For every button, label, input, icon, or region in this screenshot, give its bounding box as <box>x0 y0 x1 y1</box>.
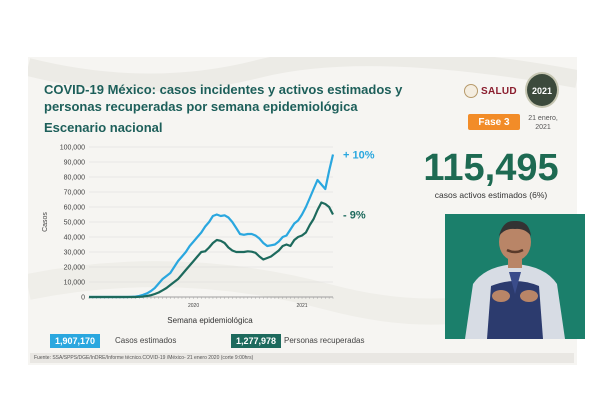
legend-recovered-label: Personas recuperadas <box>284 336 365 345</box>
slide-title: COVID-19 México: casos incidentes y acti… <box>44 82 403 114</box>
year-logo-text: 2021 <box>531 86 553 96</box>
x-axis-title: Semana epidemiológica <box>167 316 253 325</box>
series-change-labels: + 10% - 9% <box>343 150 375 222</box>
y-tick-label: 30,000 <box>64 250 86 257</box>
legend-recovered-value: 1,277,978 <box>231 334 282 348</box>
x-year-label: 2021 <box>296 303 307 309</box>
series-line-estimated <box>89 154 335 299</box>
y-tick-label: 90,000 <box>64 160 86 167</box>
y-axis-title: Casos <box>42 212 49 232</box>
year-2021-logo: 2021 <box>525 72 559 108</box>
series-line-recovered <box>89 201 334 299</box>
source-footnote: Fuente: SSA/SPPS/DGE/InDRE/Informe técni… <box>34 355 254 361</box>
series-change-label: + 10% <box>343 150 375 162</box>
government-seal-icon <box>464 84 478 98</box>
report-date: 21 enero, 2021 <box>528 115 558 131</box>
active-cases-number: 115,495 <box>423 147 559 189</box>
presenter-figure <box>445 214 585 339</box>
presenter-video <box>445 214 585 339</box>
active-cases-caption: casos activos estimados (6%) <box>434 190 548 200</box>
y-tick-label: 20,000 <box>64 265 86 272</box>
x-year-label: 2020 <box>188 303 199 309</box>
y-tick-label: 100,000 <box>60 145 85 152</box>
y-tick-label: 50,000 <box>64 220 86 227</box>
legend-estimated-label: Casos estimados <box>115 336 177 345</box>
y-tick-label: 80,000 <box>64 175 86 182</box>
x-axis-ticks: 2020 2021 <box>88 297 334 309</box>
slide: COVID-19 México: casos incidentes y acti… <box>28 57 585 365</box>
y-tick-label: 40,000 <box>64 235 86 242</box>
footer-bar: Fuente: SSA/SPPS/DGE/InDRE/Informe técni… <box>30 353 574 363</box>
y-tick-label: 0 <box>81 295 85 302</box>
legend-estimated-value: 1,907,170 <box>50 334 101 348</box>
chart-series <box>89 154 335 299</box>
chart-grid <box>89 146 333 298</box>
y-tick-label: 60,000 <box>64 205 86 212</box>
covid-line-chart: 0 10,000 20,000 30,000 40,000 50,000 60,000 70,… <box>42 145 375 326</box>
salud-logo: SALUD <box>464 81 517 101</box>
y-tick-label: 70,000 <box>64 190 86 197</box>
salud-logo-text: SALUD <box>481 85 517 97</box>
series-change-label: - 9% <box>343 210 366 222</box>
phase-badge: Fase 3 <box>468 114 520 130</box>
y-axis-ticks: 0 10,000 20,000 30,000 40,000 50,000 60,000 70,… <box>60 145 85 302</box>
y-tick-label: 10,000 <box>64 280 86 287</box>
slide-subtitle: Escenario nacional <box>44 120 163 135</box>
